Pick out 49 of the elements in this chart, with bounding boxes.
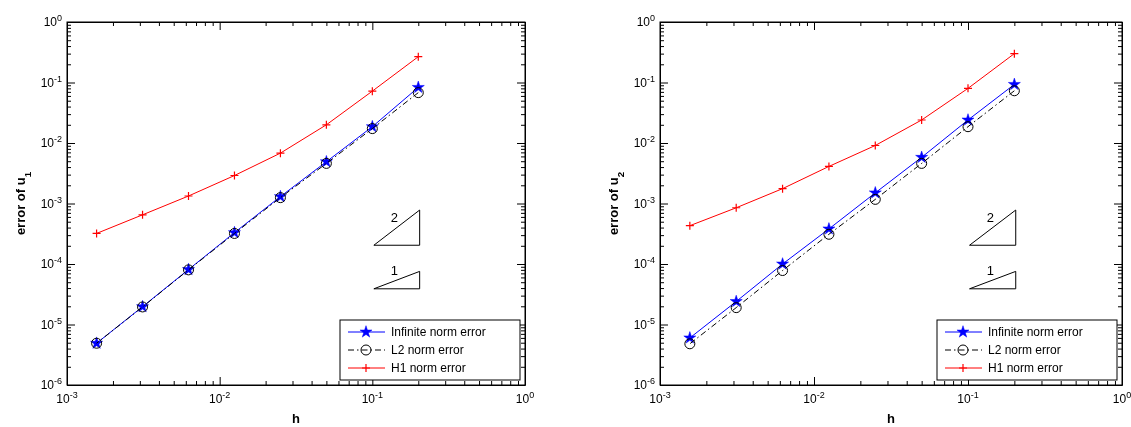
y-tick-label: 10$^{-5}$: [40, 315, 62, 332]
point: [684, 338, 696, 350]
y-tick-label: 10$^{-4}$: [40, 255, 62, 271]
legend-label: L2 norm error: [988, 343, 1061, 357]
y-tick-label: 10$^{-6}$: [633, 376, 655, 392]
x-tick-label: 10$^{0}$: [1112, 390, 1131, 406]
point: [917, 115, 927, 125]
y-tick-label: 10$^{0}$: [636, 13, 655, 29]
y-tick-label: 10$^{-3}$: [40, 194, 62, 211]
point: [777, 265, 789, 277]
y-tick-label: 10$^{-1}$: [40, 73, 62, 90]
x-tick-label: 10$^{-2}$: [208, 390, 231, 406]
legend-label: Infinite norm error: [988, 325, 1083, 339]
y-tick-label: 10$^{-5}$: [633, 315, 655, 332]
point: [823, 228, 835, 240]
x-tick-label: 10$^{-1}$: [361, 390, 384, 406]
legend-label: H1 norm error: [391, 361, 466, 375]
x-axis-title: h: [292, 411, 301, 426]
x-tick-label: 10$^{-3}$: [56, 390, 78, 406]
point: [275, 148, 286, 158]
annotation: 2: [390, 209, 399, 225]
y-tick-label: 10$^{-4}$: [633, 255, 655, 271]
legend-label: H1 norm error: [988, 361, 1063, 375]
x-axis-title: h: [887, 411, 896, 426]
x-tick-label: 10$^{0}$: [515, 390, 535, 406]
point: [1008, 85, 1020, 97]
y-tick-label: 10$^{-1}$: [633, 73, 655, 90]
point: [962, 121, 974, 133]
point: [367, 86, 377, 96]
point: [183, 191, 194, 201]
point: [963, 83, 973, 93]
annotation: 2: [986, 209, 994, 225]
annotation: 1: [390, 263, 399, 279]
x-tick-label: 10$^{-1}$: [957, 390, 979, 406]
y-tick-label: 10$^{0}$: [43, 13, 62, 29]
x-tick-label: 10$^{-2}$: [803, 390, 825, 406]
y-tick-label: 10$^{-2}$: [633, 134, 655, 150]
point: [824, 161, 834, 172]
legend-label: Infinite norm error: [391, 325, 486, 339]
annotation: 1: [986, 263, 994, 279]
point: [412, 87, 424, 99]
point: [869, 193, 881, 205]
point: [730, 302, 742, 314]
x-tick-label: 10$^{-3}$: [649, 390, 671, 406]
y-tick-label: 10$^{-6}$: [40, 376, 62, 392]
y-tick-label: 10$^{-2}$: [40, 134, 62, 150]
y-tick-label: 10$^{-3}$: [633, 194, 655, 211]
legend-label: L2 norm error: [391, 343, 464, 357]
point: [916, 157, 928, 169]
